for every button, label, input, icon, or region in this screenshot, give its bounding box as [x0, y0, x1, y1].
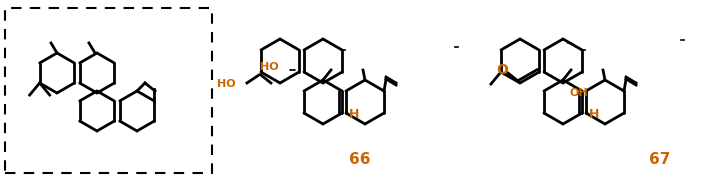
Text: 66: 66 [349, 151, 371, 167]
Text: O: O [496, 63, 508, 77]
Text: 67: 67 [649, 151, 671, 167]
Text: H: H [589, 108, 599, 121]
Text: H: H [349, 108, 359, 121]
Text: OH: OH [569, 88, 588, 98]
Text: HO: HO [218, 79, 236, 89]
Text: HO: HO [260, 62, 279, 72]
